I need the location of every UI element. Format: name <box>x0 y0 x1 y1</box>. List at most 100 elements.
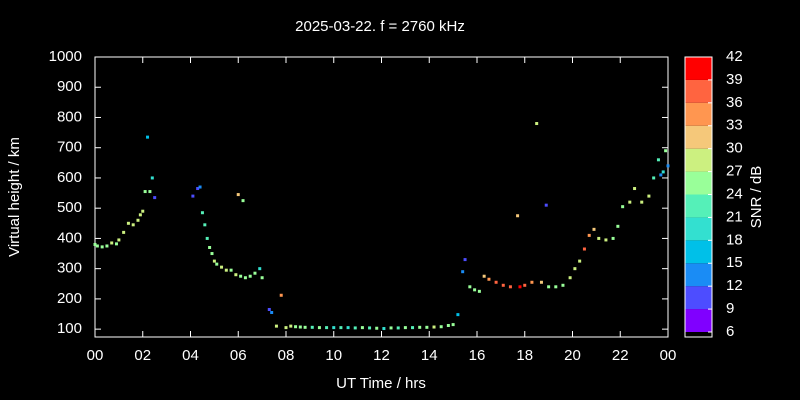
data-point <box>236 193 240 197</box>
data-point <box>418 325 422 329</box>
data-point <box>523 283 527 287</box>
data-point <box>633 187 637 191</box>
colorbar-segment <box>685 171 712 195</box>
data-point <box>310 325 314 329</box>
data-point <box>294 325 298 329</box>
colorbar-segment <box>685 286 712 310</box>
colorbar-tick-label: 36 <box>726 94 743 111</box>
data-point <box>468 285 472 289</box>
data-point <box>446 324 450 328</box>
x-tick-label: 04 <box>182 347 199 364</box>
data-point <box>208 245 212 249</box>
data-point <box>592 227 596 231</box>
data-point <box>260 276 264 280</box>
data-point <box>539 280 543 284</box>
data-point <box>473 288 477 292</box>
y-tick-label: 300 <box>57 260 82 277</box>
data-point <box>494 280 498 284</box>
y-tick-label: 400 <box>57 229 82 246</box>
data-point <box>234 273 238 277</box>
data-point <box>303 325 307 329</box>
data-point <box>611 236 615 240</box>
data-point <box>661 170 665 174</box>
data-point <box>339 326 343 330</box>
data-point <box>501 283 505 287</box>
data-point <box>535 122 539 126</box>
data-point <box>461 270 465 274</box>
data-point <box>136 218 140 222</box>
data-point <box>664 149 668 153</box>
data-point <box>148 190 152 194</box>
data-point <box>110 241 114 245</box>
y-tick-label: 100 <box>57 320 82 337</box>
x-tick-label: 02 <box>134 347 151 364</box>
data-point <box>126 221 130 225</box>
colorbar-tick-label: 12 <box>726 277 743 294</box>
data-point <box>243 276 247 280</box>
colorbar-tick-label: 24 <box>726 185 743 202</box>
data-point <box>456 313 460 317</box>
data-point <box>196 187 200 191</box>
data-point <box>530 280 534 284</box>
data-point <box>143 190 147 194</box>
data-point <box>93 242 97 246</box>
data-point <box>597 236 601 240</box>
y-tick-label: 600 <box>57 169 82 186</box>
data-point <box>568 276 572 280</box>
colorbar-segment <box>685 125 712 149</box>
data-point <box>628 200 632 204</box>
y-axis-label: Virtual height / km <box>6 137 23 257</box>
x-axis-label: UT Time / hrs <box>336 375 426 392</box>
data-point <box>229 268 233 272</box>
y-tick-label: 700 <box>57 139 82 156</box>
colorbar-tick-label: 27 <box>726 163 743 180</box>
chart-title: 2025-03-22. f = 2760 kHz <box>295 18 465 35</box>
colorbar-frame <box>684 56 713 338</box>
data-point <box>516 214 520 218</box>
data-point <box>191 194 195 198</box>
data-point <box>203 223 207 227</box>
colorbar-segment <box>685 309 712 332</box>
colorbar-tick-label: 33 <box>726 117 743 134</box>
colorbar-tick-label: 39 <box>726 71 743 88</box>
colorbar-segment <box>685 102 712 126</box>
data-point <box>508 285 512 289</box>
data-point <box>561 283 565 287</box>
data-point <box>298 325 302 329</box>
data-point <box>332 326 336 330</box>
colorbar-tick-label: 30 <box>726 140 743 157</box>
x-tick-label: 10 <box>325 347 342 364</box>
data-point <box>604 238 608 242</box>
data-point <box>248 274 252 278</box>
data-point <box>482 274 486 278</box>
data-point <box>100 245 104 249</box>
x-tick-label: 06 <box>230 347 247 364</box>
data-point <box>146 135 150 139</box>
data-point <box>153 196 157 200</box>
data-point <box>554 285 558 289</box>
data-point <box>253 271 257 275</box>
colorbar-label: SNR / dB <box>748 166 765 229</box>
x-tick-label: 22 <box>612 347 629 364</box>
data-point <box>656 158 660 162</box>
data-point <box>659 173 663 177</box>
colorbar-tick-label: 21 <box>726 208 743 225</box>
data-point <box>640 200 644 204</box>
colorbar-segment <box>685 217 712 241</box>
x-tick-label: 14 <box>421 347 438 364</box>
data-point <box>547 285 551 289</box>
data-point <box>150 176 154 180</box>
data-point <box>573 267 577 271</box>
colorbar-tick-label: 42 <box>726 48 743 65</box>
colorbar-segment <box>685 148 712 172</box>
x-tick-label: 08 <box>278 347 295 364</box>
data-point <box>432 325 436 329</box>
colorbar-segment <box>685 57 712 80</box>
data-point <box>241 199 245 203</box>
data-point <box>425 325 429 329</box>
data-point <box>477 289 481 293</box>
data-point <box>105 244 109 248</box>
colorbar-segment <box>685 194 712 218</box>
data-point <box>215 262 219 266</box>
